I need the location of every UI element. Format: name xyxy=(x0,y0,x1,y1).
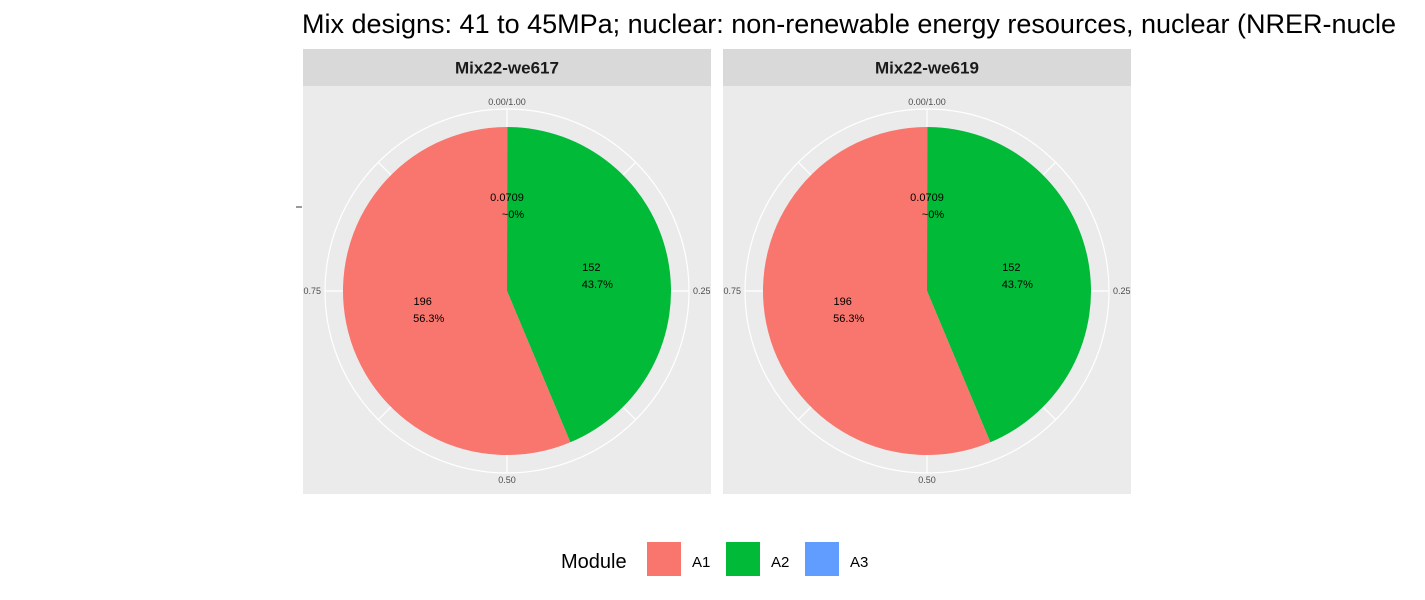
pie-slice-a2 xyxy=(507,127,671,443)
facets-layer: Mix22-we617 0.00/1.00 0.25 0.50 0.75 0.0709 ~0… xyxy=(303,49,1131,494)
slice-percent-label: 56.3% xyxy=(833,313,864,325)
slice-value-label: 196 xyxy=(414,296,432,308)
pie-slice-a1 xyxy=(342,127,571,455)
legend-label: A1 xyxy=(692,554,710,571)
angle-tick-label: 0.25 xyxy=(693,286,711,296)
facet-label: Mix22-we617 xyxy=(455,59,559,78)
facet-strip xyxy=(723,49,1131,86)
angle-tick-label: 0.50 xyxy=(918,475,936,485)
angle-tick-label: 0.00/1.00 xyxy=(488,97,526,107)
slice-percent-label: ~0% xyxy=(922,209,945,221)
legend-label: A3 xyxy=(850,554,868,571)
slice-percent-label: 43.7% xyxy=(582,279,613,291)
slice-value-label: 152 xyxy=(582,262,600,274)
angle-tick-label: 0.00/1.00 xyxy=(908,97,946,107)
facet-strip xyxy=(303,49,711,86)
facet-label: Mix22-we619 xyxy=(875,59,979,78)
slice-value-label: 0.0709 xyxy=(490,192,524,204)
legend-key-a2 xyxy=(726,542,760,576)
legend-key-a3 xyxy=(805,542,839,576)
slice-percent-label: 56.3% xyxy=(413,313,444,325)
chart-title: Mix designs: 41 to 45MPa; nuclear: non-r… xyxy=(302,9,1396,39)
angle-tick-label: 0.50 xyxy=(498,475,516,485)
legend-key-a1 xyxy=(647,542,681,576)
angle-tick-label: 0.75 xyxy=(303,286,321,296)
pie-slice-a2 xyxy=(927,127,1091,443)
slice-value-label: 0.0709 xyxy=(910,192,944,204)
pie-slice-a1 xyxy=(762,127,991,455)
angle-tick-label: 0.25 xyxy=(1113,286,1131,296)
facet-panel: Mix22-we619 0.00/1.00 0.25 0.50 0.75 0.0709 ~0… xyxy=(723,49,1131,494)
facet-panel: Mix22-we617 0.00/1.00 0.25 0.50 0.75 0.0709 ~0… xyxy=(303,49,711,494)
slice-value-label: 196 xyxy=(834,296,852,308)
legend-title: Module xyxy=(561,551,627,573)
slice-percent-label: 43.7% xyxy=(1002,279,1033,291)
slice-value-label: 152 xyxy=(1002,262,1020,274)
angle-tick-label: 0.75 xyxy=(723,286,741,296)
legend: Module A1 A2 A3 xyxy=(561,542,868,576)
slice-percent-label: ~0% xyxy=(502,209,525,221)
legend-label: A2 xyxy=(771,554,789,571)
